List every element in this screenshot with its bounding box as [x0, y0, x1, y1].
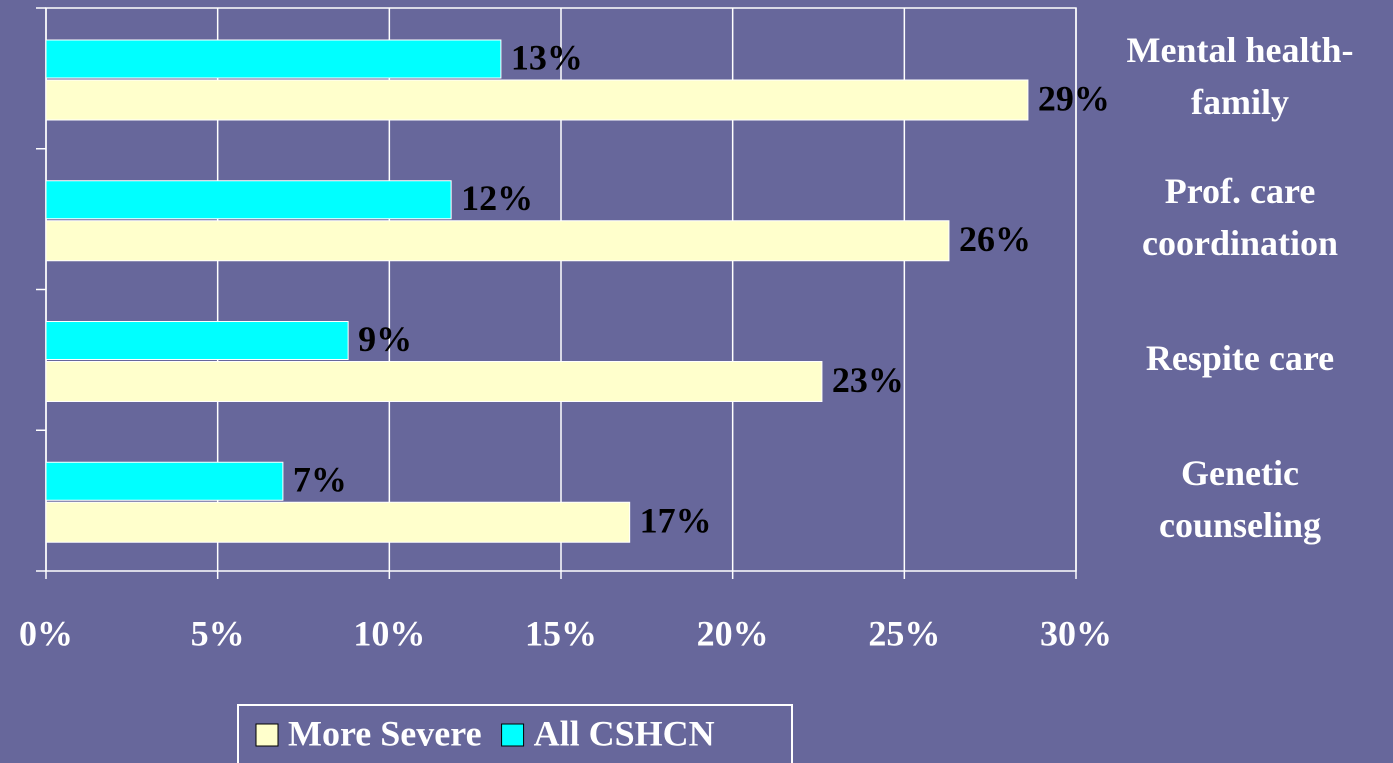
category-label: Prof. care coordination [1141, 171, 1338, 264]
data-label: 23% [832, 360, 904, 400]
x-tick-label: 15% [525, 613, 597, 653]
data-label: 13% [511, 37, 583, 77]
bar [45, 361, 823, 402]
x-tick-label: 0% [19, 613, 73, 653]
bar [45, 220, 950, 262]
x-tick-label: 10% [353, 613, 425, 653]
bar [45, 321, 349, 360]
data-label: 12% [461, 178, 533, 218]
bar [45, 461, 284, 501]
category-label: Respite care [1145, 337, 1335, 378]
category-label: Mental health-family [1126, 30, 1354, 123]
bar [45, 39, 502, 79]
x-tick-label: 30% [1040, 613, 1112, 653]
data-label: 7% [293, 460, 347, 500]
legend-swatch [501, 723, 525, 747]
data-label: 26% [959, 219, 1031, 259]
category-label: Genetic counseling [1158, 452, 1322, 545]
data-label: 29% [1038, 78, 1110, 118]
legend-swatch [255, 723, 279, 747]
x-tick-label: 25% [868, 613, 940, 653]
x-tick-label: 20% [697, 613, 769, 653]
legend-label: All CSHCN [534, 713, 715, 753]
data-label: 17% [640, 501, 712, 541]
bar [45, 79, 1029, 121]
bar [45, 501, 631, 543]
bar [45, 180, 452, 220]
x-tick-label: 5% [191, 613, 245, 653]
legend: More Severe All CSHCN [237, 704, 793, 763]
data-label: 9% [358, 319, 412, 359]
legend-label: More Severe [288, 713, 482, 753]
